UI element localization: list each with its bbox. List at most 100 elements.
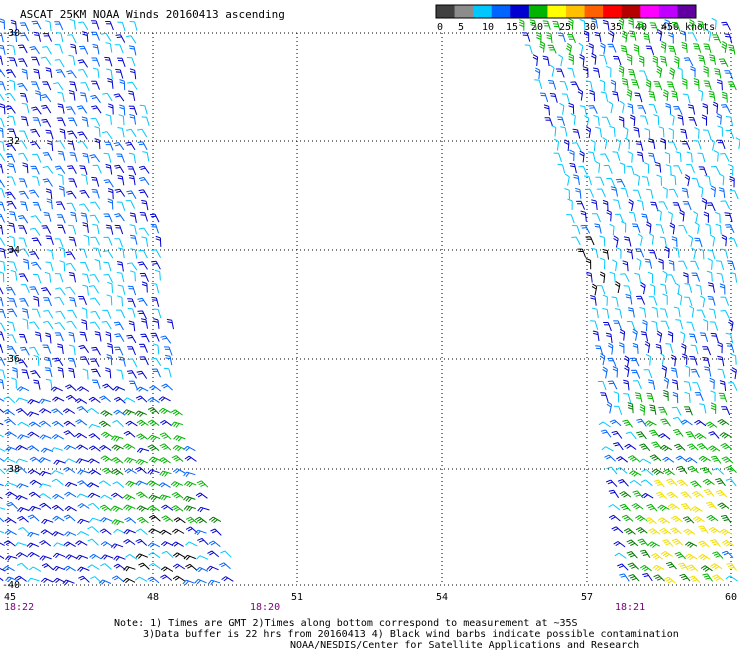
- wind-barb: [672, 247, 680, 258]
- wind-barb: [708, 445, 721, 452]
- wind-barb: [8, 222, 16, 233]
- wind-barb: [160, 566, 174, 572]
- wind-barb: [571, 142, 582, 152]
- wind-barb: [662, 468, 675, 476]
- wind-barb: [119, 79, 126, 91]
- wind-barb: [98, 579, 112, 585]
- wind-barb: [667, 211, 673, 224]
- wind-barb: [664, 19, 670, 31]
- wind-barb: [92, 247, 102, 258]
- wind-barb: [706, 29, 712, 42]
- wind-barb: [128, 45, 137, 56]
- wind-barb: [76, 105, 88, 114]
- wind-barb: [32, 153, 42, 163]
- wind-barb: [0, 224, 4, 235]
- wind-barb: [646, 188, 654, 199]
- wind-barb: [618, 116, 625, 128]
- wind-barb: [117, 295, 123, 307]
- wind-barb: [613, 405, 623, 416]
- wind-barb: [675, 319, 684, 330]
- wind-barb: [636, 151, 644, 163]
- wind-barb: [633, 44, 640, 56]
- wind-barb: [39, 483, 52, 489]
- wind-barb: [160, 419, 172, 427]
- wind-barb: [127, 307, 136, 318]
- wind-barb: [701, 467, 713, 475]
- wind-barb: [56, 117, 66, 127]
- wind-barb: [693, 140, 702, 150]
- wind-barb: [620, 273, 630, 283]
- wind-barb: [686, 564, 699, 572]
- wind-barb: [543, 104, 550, 116]
- wind-barb: [65, 384, 77, 392]
- wind-barb: [5, 555, 18, 561]
- wind-barb: [653, 81, 663, 91]
- wind-barb: [0, 237, 6, 246]
- wind-barb: [126, 35, 137, 44]
- wind-barb: [63, 541, 76, 548]
- wind-barb: [709, 138, 715, 151]
- wind-barb: [137, 141, 148, 150]
- wind-barb: [592, 307, 599, 319]
- wind-barb: [14, 542, 27, 547]
- wind-barb: [51, 504, 64, 512]
- wind-barb: [136, 516, 149, 524]
- wind-barb: [606, 177, 616, 187]
- wind-barb: [39, 470, 52, 477]
- wind-barb: [150, 332, 160, 342]
- wind-barb: [623, 236, 632, 247]
- wind-barb: [677, 292, 683, 305]
- wind-barb: [680, 503, 692, 512]
- wind-barb: [19, 346, 30, 356]
- wind-barb: [626, 248, 634, 260]
- wind-barb: [171, 455, 184, 462]
- wind-barb: [124, 468, 137, 474]
- wind-barb: [16, 562, 29, 570]
- wind-barb: [43, 297, 52, 307]
- wind-barb: [103, 236, 113, 246]
- wind-barb: [137, 297, 148, 307]
- wind-barb: [579, 105, 587, 116]
- wind-barb: [19, 248, 30, 257]
- wind-barb: [195, 566, 209, 573]
- wind-barb: [137, 261, 148, 270]
- wind-barb: [196, 480, 209, 488]
- wind-barb: [29, 141, 41, 150]
- wind-barb: [46, 249, 54, 260]
- wind-barb: [220, 550, 232, 558]
- wind-barb: [680, 128, 688, 140]
- wind-barb: [564, 139, 570, 152]
- wind-barb: [166, 318, 174, 330]
- wind-barb: [55, 69, 66, 78]
- wind-barb: [639, 549, 651, 558]
- wind-barb: [634, 173, 640, 186]
- wind-barb: [709, 54, 716, 65]
- wind-barb: [680, 30, 687, 42]
- wind-barb: [658, 126, 665, 138]
- wind-barb: [711, 17, 717, 30]
- wind-barb: [159, 529, 172, 536]
- wind-barb: [720, 104, 731, 113]
- wind-barb: [680, 331, 686, 344]
- wind-barb: [53, 542, 66, 547]
- wind-barb: [88, 445, 101, 452]
- wind-barb: [100, 563, 112, 570]
- wind-barb: [159, 432, 172, 440]
- wind-barb: [615, 178, 626, 188]
- color-scale-swatch: [528, 5, 548, 18]
- wind-barb: [82, 284, 89, 296]
- wind-barb: [712, 551, 724, 559]
- wind-barb: [644, 517, 657, 524]
- wind-barb: [716, 113, 722, 125]
- wind-barb: [32, 117, 42, 127]
- wind-barb: [657, 504, 670, 512]
- wind-barb: [702, 346, 712, 356]
- wind-barb: [62, 579, 75, 585]
- wind-barb: [52, 396, 65, 402]
- wind-barb: [568, 102, 575, 114]
- wind-barb: [619, 328, 626, 341]
- wind-barb: [702, 129, 712, 139]
- wind-barb: [661, 365, 667, 377]
- wind-barb: [139, 272, 149, 282]
- wind-barb: [101, 554, 114, 560]
